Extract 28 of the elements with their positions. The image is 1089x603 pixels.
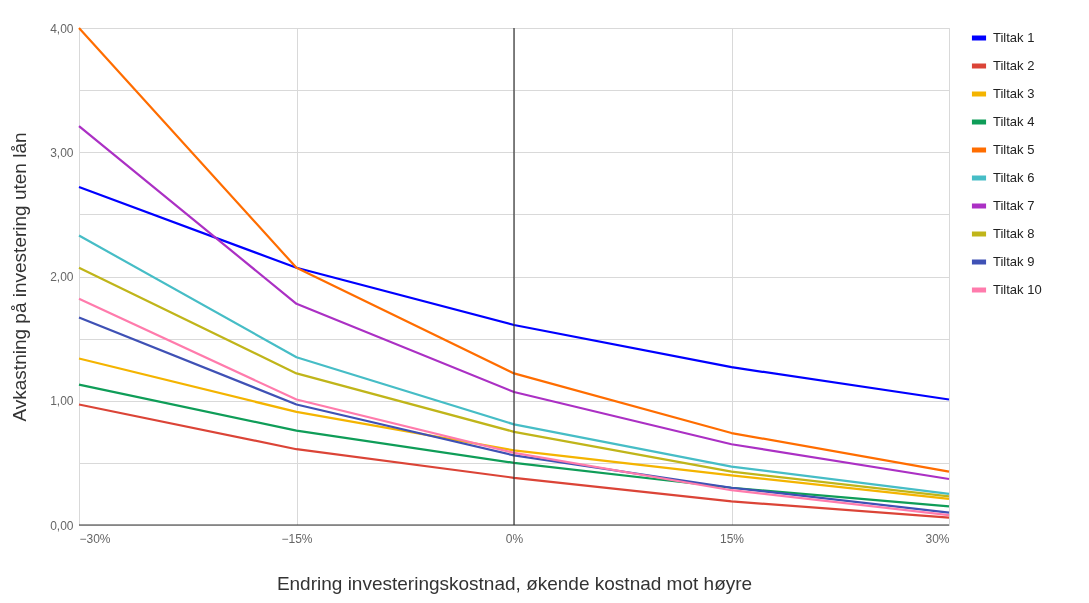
line-series [77, 26, 951, 473]
y-tick-label: 3,00 [50, 145, 74, 160]
y-tick-label: 1,00 [50, 394, 74, 409]
line-series [77, 403, 951, 519]
legend-label: Tiltak 5 [993, 142, 1035, 157]
legend-label: Tiltak 1 [993, 30, 1035, 45]
line-series [77, 125, 951, 481]
line-series [77, 383, 951, 508]
x-tick-label: 0% [505, 531, 524, 546]
x-tick-label: 15% [719, 531, 745, 546]
y-tick-label: 0,00 [50, 518, 74, 533]
y-tick-label: 4,00 [50, 21, 74, 36]
x-tick-label: −30% [79, 531, 111, 546]
legend-label: Tiltak 2 [993, 58, 1035, 73]
legend-label: Tiltak 4 [993, 114, 1035, 129]
line-series [77, 357, 951, 501]
line-series [77, 185, 951, 401]
x-tick-label: 30% [925, 531, 950, 546]
x-tick-label: −15% [281, 531, 313, 546]
legend-label: Tiltak 10 [993, 282, 1042, 297]
legend-label: Tiltak 3 [993, 86, 1035, 101]
y-axis-title: Avkastning på investering uten lån [9, 132, 31, 422]
legend-label: Tiltak 7 [993, 198, 1035, 213]
legend-label: Tiltak 9 [993, 254, 1035, 269]
legend-label: Tiltak 6 [993, 170, 1035, 185]
y-tick-label: 2,00 [50, 270, 74, 284]
x-axis-title: Endring investeringskostnad, økende kostnad mot høyre [276, 572, 753, 594]
legend-label: Tiltak 8 [993, 226, 1035, 241]
